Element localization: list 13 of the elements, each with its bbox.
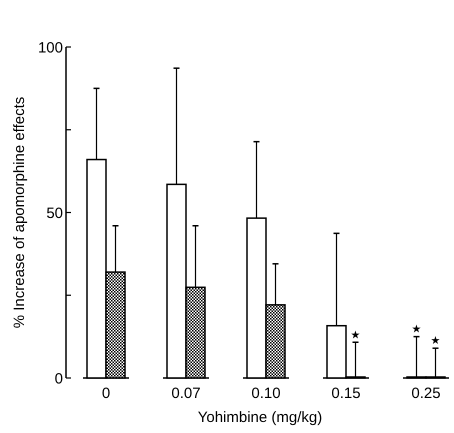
x-axis-title: Yohimbine (mg/kg) (198, 409, 322, 426)
x-tick-label: 0.25 (411, 385, 441, 402)
y-tick-label: 50 (46, 204, 63, 222)
x-tick-label: 0.10 (251, 385, 281, 402)
y-axis-title: % Increase of apomorphine effects (11, 96, 28, 328)
annotation: ★ (350, 329, 360, 342)
x-tick-label: 0.15 (331, 385, 361, 402)
x-tick-label: 0 (102, 385, 110, 402)
x-tick-label: 0.07 (171, 385, 201, 402)
y-tick-label: 100 (38, 39, 63, 56)
y-tick-label: 0 (54, 370, 63, 388)
annotation: ★ (430, 335, 440, 348)
annotation: ★ (412, 324, 422, 336)
